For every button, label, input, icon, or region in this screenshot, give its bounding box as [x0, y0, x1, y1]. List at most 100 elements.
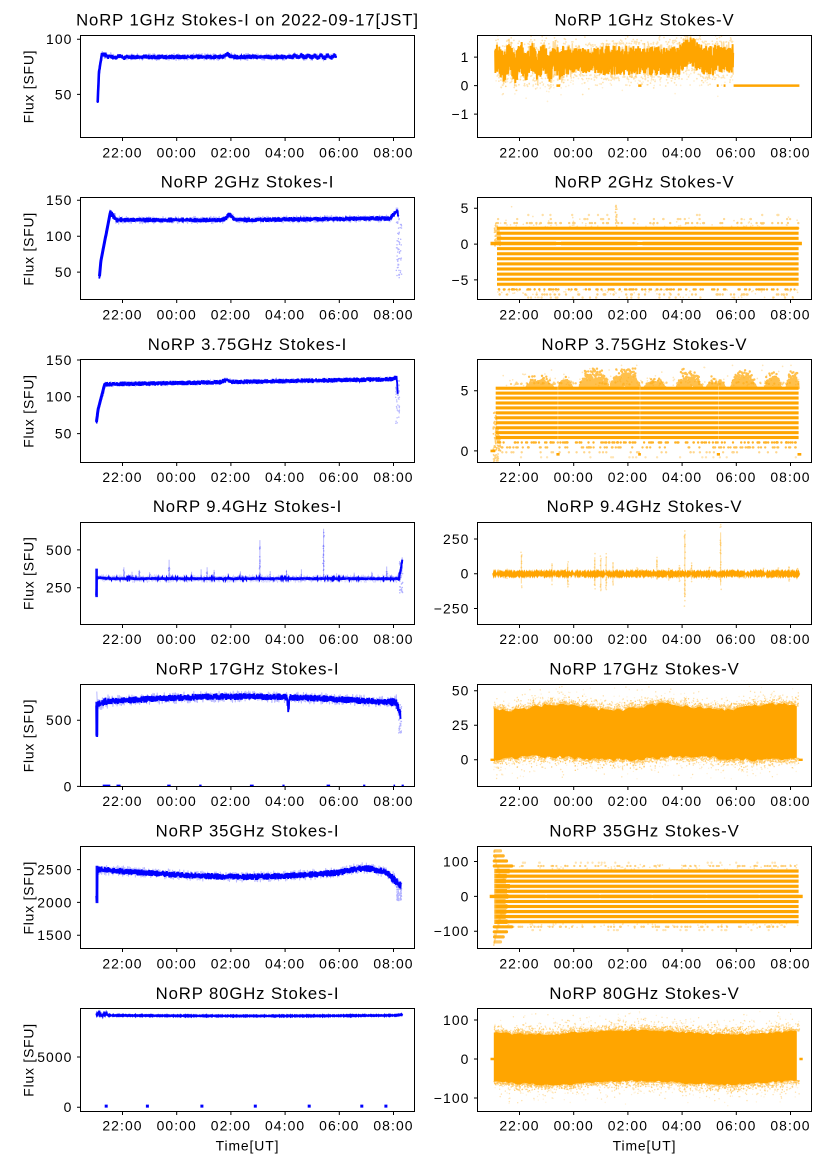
svg-text:04:00: 04:00	[265, 307, 305, 323]
svg-text:100: 100	[443, 853, 469, 869]
svg-text:04:00: 04:00	[662, 307, 702, 323]
svg-text:0: 0	[461, 752, 470, 768]
svg-text:100: 100	[443, 1012, 469, 1028]
svg-text:22:00: 22:00	[499, 307, 539, 323]
svg-text:22:00: 22:00	[499, 631, 539, 647]
svg-text:06:00: 06:00	[319, 631, 359, 647]
svg-text:NoRP 35GHz Stokes-I: NoRP 35GHz Stokes-I	[156, 822, 340, 841]
svg-text:0: 0	[64, 1099, 73, 1115]
svg-text:02:00: 02:00	[211, 793, 251, 809]
svg-text:22:00: 22:00	[102, 631, 142, 647]
svg-text:00:00: 00:00	[157, 144, 197, 160]
svg-text:08:00: 08:00	[373, 144, 413, 160]
svg-text:22:00: 22:00	[499, 469, 539, 485]
svg-text:NoRP 9.4GHz Stokes-V: NoRP 9.4GHz Stokes-V	[547, 497, 743, 516]
svg-text:0: 0	[461, 78, 470, 94]
svg-text:04:00: 04:00	[662, 1118, 702, 1134]
svg-text:100: 100	[46, 228, 72, 244]
svg-text:06:00: 06:00	[319, 307, 359, 323]
svg-text:NoRP 3.75GHz Stokes-V: NoRP 3.75GHz Stokes-V	[542, 335, 748, 354]
svg-text:02:00: 02:00	[211, 469, 251, 485]
svg-text:02:00: 02:00	[211, 1118, 251, 1134]
svg-text:1500: 1500	[37, 927, 72, 943]
svg-text:NoRP 35GHz Stokes-V: NoRP 35GHz Stokes-V	[549, 822, 739, 841]
svg-text:NoRP 80GHz Stokes-I: NoRP 80GHz Stokes-I	[156, 984, 340, 1003]
svg-text:25: 25	[452, 717, 470, 733]
svg-text:5000: 5000	[37, 1049, 72, 1065]
svg-text:50: 50	[55, 426, 73, 442]
svg-text:NoRP 9.4GHz Stokes-I: NoRP 9.4GHz Stokes-I	[153, 497, 342, 516]
svg-text:5: 5	[461, 200, 470, 216]
svg-text:08:00: 08:00	[373, 955, 413, 971]
svg-text:50: 50	[452, 683, 470, 699]
svg-text:04:00: 04:00	[265, 631, 305, 647]
svg-text:06:00: 06:00	[319, 144, 359, 160]
svg-text:150: 150	[46, 352, 72, 368]
svg-text:06:00: 06:00	[716, 955, 756, 971]
svg-text:06:00: 06:00	[716, 307, 756, 323]
svg-text:04:00: 04:00	[662, 955, 702, 971]
svg-text:00:00: 00:00	[554, 955, 594, 971]
svg-text:0: 0	[461, 566, 470, 582]
svg-text:08:00: 08:00	[770, 631, 810, 647]
svg-text:Flux [SFU]: Flux [SFU]	[21, 699, 37, 773]
svg-text:0: 0	[461, 888, 470, 904]
svg-text:Flux [SFU]: Flux [SFU]	[21, 50, 37, 124]
svg-text:04:00: 04:00	[662, 469, 702, 485]
svg-text:22:00: 22:00	[102, 469, 142, 485]
svg-text:08:00: 08:00	[770, 1118, 810, 1134]
svg-text:100: 100	[46, 389, 72, 405]
svg-text:08:00: 08:00	[770, 144, 810, 160]
svg-text:22:00: 22:00	[499, 144, 539, 160]
svg-text:02:00: 02:00	[211, 307, 251, 323]
svg-text:22:00: 22:00	[499, 955, 539, 971]
svg-text:NoRP 3.75GHz Stokes-I: NoRP 3.75GHz Stokes-I	[148, 335, 347, 354]
svg-text:0: 0	[461, 1051, 470, 1067]
svg-text:00:00: 00:00	[554, 631, 594, 647]
svg-text:NoRP 17GHz Stokes-V: NoRP 17GHz Stokes-V	[549, 659, 739, 678]
svg-text:02:00: 02:00	[608, 469, 648, 485]
svg-text:Flux [SFU]: Flux [SFU]	[21, 212, 37, 286]
svg-text:02:00: 02:00	[608, 307, 648, 323]
svg-text:00:00: 00:00	[157, 469, 197, 485]
svg-text:08:00: 08:00	[770, 793, 810, 809]
svg-text:Flux [SFU]: Flux [SFU]	[21, 861, 37, 935]
svg-text:00:00: 00:00	[157, 793, 197, 809]
svg-text:−100: −100	[434, 923, 470, 939]
svg-text:NoRP 17GHz Stokes-I: NoRP 17GHz Stokes-I	[156, 659, 340, 678]
svg-text:NoRP 80GHz Stokes-V: NoRP 80GHz Stokes-V	[549, 984, 739, 1003]
svg-text:06:00: 06:00	[319, 793, 359, 809]
svg-text:250: 250	[46, 580, 72, 596]
svg-text:04:00: 04:00	[265, 1118, 305, 1134]
svg-text:2000: 2000	[37, 894, 72, 910]
svg-text:04:00: 04:00	[662, 144, 702, 160]
svg-text:22:00: 22:00	[102, 793, 142, 809]
svg-text:500: 500	[46, 712, 72, 728]
svg-text:Flux [SFU]: Flux [SFU]	[21, 536, 37, 610]
svg-text:100: 100	[46, 31, 72, 47]
svg-text:150: 150	[46, 192, 72, 208]
svg-text:Time[UT]: Time[UT]	[613, 1138, 677, 1154]
svg-text:00:00: 00:00	[554, 469, 594, 485]
svg-text:02:00: 02:00	[608, 631, 648, 647]
svg-text:22:00: 22:00	[102, 1118, 142, 1134]
svg-text:00:00: 00:00	[157, 307, 197, 323]
svg-text:02:00: 02:00	[211, 144, 251, 160]
svg-text:00:00: 00:00	[554, 144, 594, 160]
svg-text:250: 250	[443, 531, 469, 547]
svg-text:−1: −1	[451, 106, 469, 122]
svg-text:08:00: 08:00	[373, 307, 413, 323]
svg-text:04:00: 04:00	[265, 793, 305, 809]
svg-text:00:00: 00:00	[157, 955, 197, 971]
svg-text:02:00: 02:00	[211, 955, 251, 971]
svg-text:08:00: 08:00	[373, 631, 413, 647]
svg-text:08:00: 08:00	[770, 469, 810, 485]
svg-text:NoRP 2GHz Stokes-I: NoRP 2GHz Stokes-I	[161, 173, 335, 192]
svg-text:04:00: 04:00	[662, 631, 702, 647]
svg-text:02:00: 02:00	[211, 631, 251, 647]
svg-text:02:00: 02:00	[608, 793, 648, 809]
svg-text:50: 50	[55, 264, 73, 280]
svg-text:NoRP 1GHz Stokes-V: NoRP 1GHz Stokes-V	[554, 11, 734, 30]
svg-text:0: 0	[461, 236, 470, 252]
svg-text:−5: −5	[451, 272, 469, 288]
